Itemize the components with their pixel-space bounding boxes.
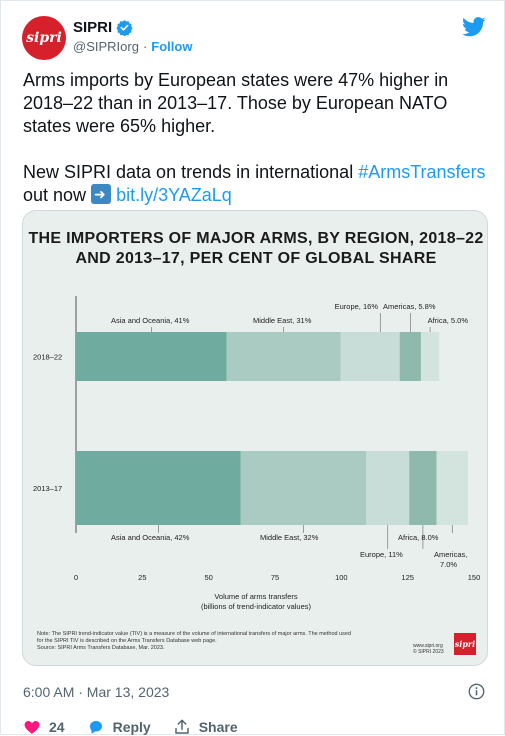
heart-icon <box>24 721 40 734</box>
tweet-text-mid: out now <box>23 185 92 205</box>
x-tick-label: 25 <box>138 573 146 582</box>
bar-data-label: 7.0% <box>440 560 457 569</box>
short-link[interactable]: bit.ly/3YAZaLq <box>116 185 232 205</box>
handle-row: @SIPRIorg · Follow <box>73 39 192 54</box>
bar-data-label: Africa, 5.0% <box>428 316 469 325</box>
x-axis-sublabel: (billions of trend-indicator values) <box>201 602 312 611</box>
tweet-text: Arms imports by European states were 47%… <box>23 69 493 230</box>
bar-segment <box>420 332 440 381</box>
x-tick-label: 125 <box>401 573 414 582</box>
like-button[interactable]: 24 <box>23 718 65 736</box>
hashtag-link[interactable]: #ArmsTransfers <box>358 162 486 182</box>
stacked-bar-chart: 2018–22 Asia and Oceania, 41% Middle East,… <box>33 296 481 611</box>
tweet-paragraph-1: Arms imports by European states were 47%… <box>23 70 449 136</box>
like-count: 24 <box>49 719 65 735</box>
x-tick-label: 50 <box>204 573 212 582</box>
x-axis-label: Volume of arms transfers <box>214 592 298 601</box>
chart-note: Note: The SIPRI trend-indicator value (T… <box>37 631 352 644</box>
bar-data-label: Americas, <box>434 550 467 559</box>
share-label: Share <box>198 719 238 735</box>
chart-footer: Note: The SIPRI trend-indicator value (T… <box>37 631 357 652</box>
chart-credits: www.sipri.org © SIPRI 2023 <box>413 643 444 655</box>
category-label: 2013–17 <box>33 484 62 493</box>
follow-button[interactable]: Follow <box>151 39 193 54</box>
x-tick-label: 150 <box>468 573 481 582</box>
info-icon[interactable] <box>468 683 485 700</box>
chart-site: www.sipri.org <box>413 643 443 649</box>
bar-data-label: Middle East, 31% <box>253 316 312 325</box>
reply-label: Reply <box>112 719 151 735</box>
x-tick-label: 75 <box>271 573 279 582</box>
bar-data-label: Europe, 11% <box>360 550 403 559</box>
account-handle[interactable]: @SIPRIorg <box>73 39 139 54</box>
bar-segment <box>399 332 421 381</box>
chart-copyright: © SIPRI 2023 <box>413 649 444 655</box>
bar-data-label: Asia and Oceania, 42% <box>111 533 190 542</box>
bar-data-label: Europe, 16% <box>335 302 379 311</box>
bar-data-label: Asia and Oceania, 41% <box>111 316 190 325</box>
bar-segment <box>76 451 241 525</box>
bar-data-label: Africa, 8.0% <box>398 533 439 542</box>
x-tick-label: 0 <box>74 573 78 582</box>
avatar[interactable]: sipri <box>22 16 66 60</box>
chart-image[interactable]: THE IMPORTERS OF MAJOR ARMS, BY REGION, … <box>22 210 488 666</box>
right-arrow-icon <box>91 184 112 207</box>
bar-segment <box>409 451 437 525</box>
bar-segment <box>76 332 227 381</box>
bar-segment <box>366 451 410 525</box>
avatar-logo-text: sipri <box>26 30 62 46</box>
category-label: 2018–22 <box>33 353 62 362</box>
bar-segment <box>226 332 341 381</box>
account-name-row[interactable]: SIPRI <box>73 19 133 36</box>
tweet-text-prefix: New SIPRI data on trends in internationa… <box>23 162 359 182</box>
reply-bubble-icon <box>89 721 102 734</box>
bar-segment <box>240 451 367 525</box>
tweet-actions: 24 Reply Share <box>23 718 260 736</box>
x-tick-label: 100 <box>335 573 348 582</box>
share-button[interactable]: Share <box>173 718 238 736</box>
bar-data-label: Americas, 5.8% <box>383 302 436 311</box>
timestamp[interactable]: 6:00 AM · Mar 13, 2023 <box>23 684 170 700</box>
sipri-logo: sipri <box>454 633 476 655</box>
bar-data-label: Middle East, 32% <box>260 533 319 542</box>
chart-title: THE IMPORTERS OF MAJOR ARMS, BY REGION, … <box>28 230 484 267</box>
bar-segment <box>340 332 400 381</box>
separator-dot: · <box>142 39 148 54</box>
reply-button[interactable]: Reply <box>87 718 151 736</box>
share-icon <box>174 719 189 734</box>
bar-segment <box>436 451 468 525</box>
account-name[interactable]: SIPRI <box>73 19 113 36</box>
twitter-bird-icon[interactable] <box>462 17 486 37</box>
verified-badge-icon <box>116 20 133 36</box>
tweet-paragraph-2: New SIPRI data on trends in internationa… <box>23 161 493 207</box>
chart-source: Source: SIPRI Arms Transfers Database, M… <box>37 645 165 651</box>
